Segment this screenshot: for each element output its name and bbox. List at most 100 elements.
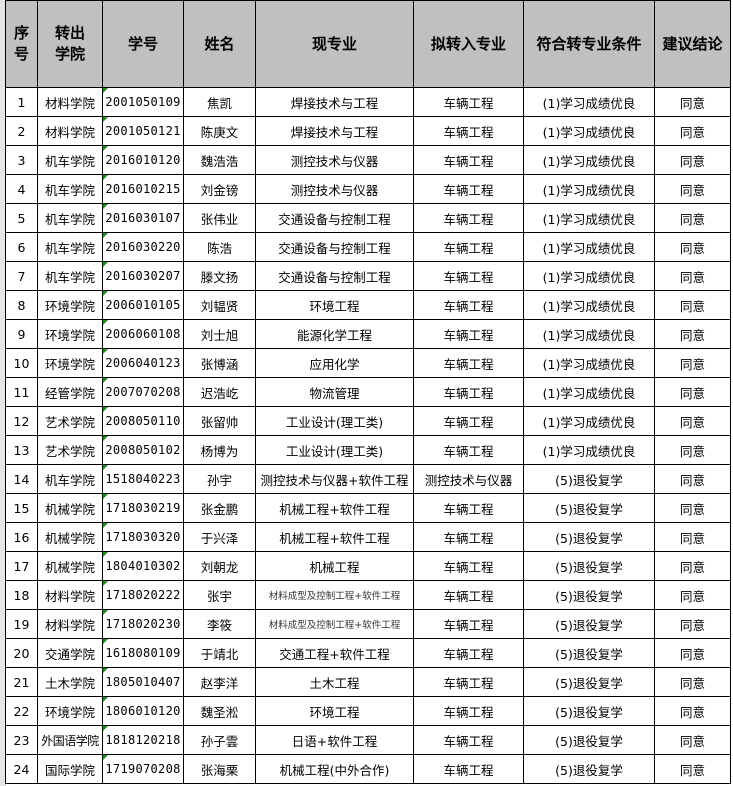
cell-target-major[interactable]: 车辆工程 (413, 174, 524, 204)
cell-current-major[interactable]: 机械工程 (255, 551, 414, 581)
cell-conclusion[interactable]: 同意 (654, 174, 731, 204)
cell-student-id[interactable]: 2007070208 (102, 377, 184, 407)
cell-college[interactable]: 环境学院 (37, 319, 103, 349)
cell-seq[interactable]: 10 (5, 348, 38, 378)
cell-student-id[interactable]: 2006040123 (102, 348, 184, 378)
cell-college[interactable]: 艺术学院 (37, 435, 103, 465)
cell-conclusion[interactable]: 同意 (654, 348, 731, 378)
cell-name[interactable]: 张宇 (183, 580, 256, 610)
cell-condition[interactable]: (1)学习成绩优良 (523, 203, 655, 233)
cell-current-major[interactable]: 机械工程(中外合作) (255, 754, 414, 784)
cell-target-major[interactable]: 测控技术与仪器 (413, 464, 524, 494)
cell-current-major[interactable]: 焊接技术与工程 (255, 116, 414, 146)
cell-conclusion[interactable]: 同意 (654, 406, 731, 436)
cell-target-major[interactable]: 车辆工程 (413, 232, 524, 262)
cell-college[interactable]: 机械学院 (37, 493, 103, 523)
cell-condition[interactable]: (5)退役复学 (523, 580, 655, 610)
cell-seq[interactable]: 22 (5, 696, 38, 726)
cell-current-major[interactable]: 交通工程+软件工程 (255, 638, 414, 668)
cell-current-major[interactable]: 测控技术与仪器+软件工程 (255, 464, 414, 494)
cell-current-major[interactable]: 机械工程+软件工程 (255, 493, 414, 523)
cell-name[interactable]: 陈庚文 (183, 116, 256, 146)
cell-conclusion[interactable]: 同意 (654, 203, 731, 233)
cell-target-major[interactable]: 车辆工程 (413, 580, 524, 610)
cell-seq[interactable]: 2 (5, 116, 38, 146)
cell-student-id[interactable]: 2016010215 (102, 174, 184, 204)
cell-conclusion[interactable]: 同意 (654, 435, 731, 465)
cell-name[interactable]: 孙宇 (183, 464, 256, 494)
cell-name[interactable]: 于靖北 (183, 638, 256, 668)
cell-current-major[interactable]: 环境工程 (255, 696, 414, 726)
cell-current-major[interactable]: 工业设计(理工类) (255, 406, 414, 436)
cell-condition[interactable]: (1)学习成绩优良 (523, 116, 655, 146)
cell-seq[interactable]: 14 (5, 464, 38, 494)
cell-condition[interactable]: (1)学习成绩优良 (523, 377, 655, 407)
cell-target-major[interactable]: 车辆工程 (413, 290, 524, 320)
cell-condition[interactable]: (5)退役复学 (523, 725, 655, 755)
cell-conclusion[interactable]: 同意 (654, 493, 731, 523)
cell-conclusion[interactable]: 同意 (654, 145, 731, 175)
cell-target-major[interactable]: 车辆工程 (413, 551, 524, 581)
cell-condition[interactable]: (1)学习成绩优良 (523, 348, 655, 378)
cell-conclusion[interactable]: 同意 (654, 116, 731, 146)
cell-target-major[interactable]: 车辆工程 (413, 203, 524, 233)
cell-current-major[interactable]: 交通设备与控制工程 (255, 261, 414, 291)
cell-college[interactable]: 外国语学院 (37, 725, 103, 755)
cell-name[interactable]: 张海栗 (183, 754, 256, 784)
cell-condition[interactable]: (1)学习成绩优良 (523, 174, 655, 204)
cell-current-major[interactable]: 交通设备与控制工程 (255, 232, 414, 262)
cell-college[interactable]: 机车学院 (37, 232, 103, 262)
cell-student-id[interactable]: 1718020222 (102, 580, 184, 610)
cell-name[interactable]: 张博涵 (183, 348, 256, 378)
cell-conclusion[interactable]: 同意 (654, 87, 731, 117)
header-condition[interactable]: 符合转专业条件 (523, 0, 655, 88)
cell-seq[interactable]: 19 (5, 609, 38, 639)
header-current-major[interactable]: 现专业 (255, 0, 414, 88)
cell-condition[interactable]: (5)退役复学 (523, 638, 655, 668)
cell-student-id[interactable]: 1804010302 (102, 551, 184, 581)
cell-current-major[interactable]: 材料成型及控制工程+软件工程 (255, 580, 414, 610)
cell-current-major[interactable]: 物流管理 (255, 377, 414, 407)
cell-name[interactable]: 迟浩屹 (183, 377, 256, 407)
cell-target-major[interactable]: 车辆工程 (413, 116, 524, 146)
cell-college[interactable]: 艺术学院 (37, 406, 103, 436)
cell-target-major[interactable]: 车辆工程 (413, 754, 524, 784)
cell-conclusion[interactable]: 同意 (654, 232, 731, 262)
cell-student-id[interactable]: 1806010120 (102, 696, 184, 726)
cell-target-major[interactable]: 车辆工程 (413, 638, 524, 668)
cell-college[interactable]: 交通学院 (37, 638, 103, 668)
cell-conclusion[interactable]: 同意 (654, 725, 731, 755)
cell-name[interactable]: 滕文扬 (183, 261, 256, 291)
cell-current-major[interactable]: 焊接技术与工程 (255, 87, 414, 117)
cell-condition[interactable]: (5)退役复学 (523, 464, 655, 494)
cell-student-id[interactable]: 2016030107 (102, 203, 184, 233)
cell-college[interactable]: 机车学院 (37, 174, 103, 204)
cell-college[interactable]: 机车学院 (37, 464, 103, 494)
cell-current-major[interactable]: 测控技术与仪器 (255, 145, 414, 175)
cell-seq[interactable]: 21 (5, 667, 38, 697)
cell-name[interactable]: 刘金镑 (183, 174, 256, 204)
cell-current-major[interactable]: 工业设计(理工类) (255, 435, 414, 465)
cell-name[interactable]: 刘韫贤 (183, 290, 256, 320)
cell-target-major[interactable]: 车辆工程 (413, 493, 524, 523)
cell-student-id[interactable]: 2008050110 (102, 406, 184, 436)
cell-conclusion[interactable]: 同意 (654, 551, 731, 581)
cell-condition[interactable]: (5)退役复学 (523, 754, 655, 784)
cell-condition[interactable]: (5)退役复学 (523, 609, 655, 639)
cell-student-id[interactable]: 1718020230 (102, 609, 184, 639)
cell-conclusion[interactable]: 同意 (654, 638, 731, 668)
cell-conclusion[interactable]: 同意 (654, 522, 731, 552)
cell-student-id[interactable]: 1718030219 (102, 493, 184, 523)
header-college[interactable]: 转出 学院 (37, 0, 103, 88)
cell-student-id[interactable]: 1818120218 (102, 725, 184, 755)
cell-condition[interactable]: (1)学习成绩优良 (523, 145, 655, 175)
cell-target-major[interactable]: 车辆工程 (413, 406, 524, 436)
cell-student-id[interactable]: 2006010105 (102, 290, 184, 320)
header-name[interactable]: 姓名 (183, 0, 256, 88)
cell-conclusion[interactable]: 同意 (654, 377, 731, 407)
cell-college[interactable]: 机车学院 (37, 261, 103, 291)
header-conclusion[interactable]: 建议结论 (654, 0, 731, 88)
cell-seq[interactable]: 17 (5, 551, 38, 581)
cell-name[interactable]: 李筱 (183, 609, 256, 639)
cell-seq[interactable]: 8 (5, 290, 38, 320)
